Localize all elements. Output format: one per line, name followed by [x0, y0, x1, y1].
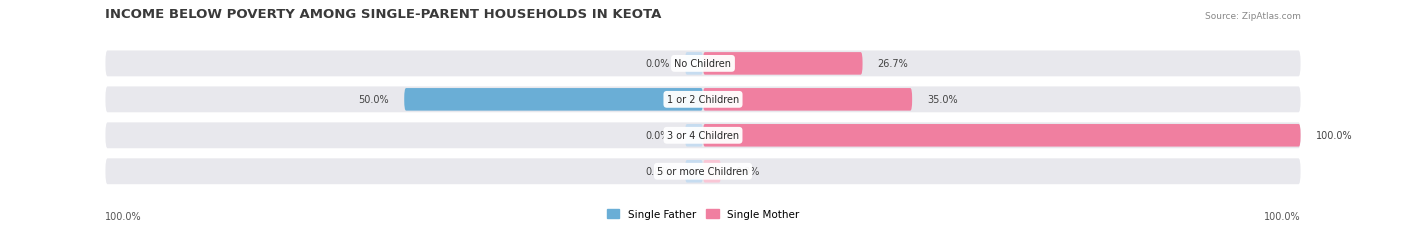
FancyBboxPatch shape: [703, 53, 862, 75]
Text: 35.0%: 35.0%: [927, 95, 957, 105]
Text: 0.0%: 0.0%: [645, 167, 671, 176]
FancyBboxPatch shape: [703, 160, 721, 183]
FancyBboxPatch shape: [405, 89, 703, 111]
Text: 26.7%: 26.7%: [877, 59, 908, 69]
Text: 0.0%: 0.0%: [735, 167, 761, 176]
Text: 0.0%: 0.0%: [645, 59, 671, 69]
FancyBboxPatch shape: [703, 125, 1301, 147]
Text: 5 or more Children: 5 or more Children: [658, 167, 748, 176]
Legend: Single Father, Single Mother: Single Father, Single Mother: [603, 205, 803, 224]
FancyBboxPatch shape: [105, 123, 1301, 149]
FancyBboxPatch shape: [685, 125, 703, 147]
Text: 100.0%: 100.0%: [1264, 212, 1301, 222]
FancyBboxPatch shape: [685, 53, 703, 75]
Text: 100.0%: 100.0%: [1316, 131, 1353, 141]
FancyBboxPatch shape: [703, 89, 912, 111]
FancyBboxPatch shape: [105, 87, 1301, 113]
Text: INCOME BELOW POVERTY AMONG SINGLE-PARENT HOUSEHOLDS IN KEOTA: INCOME BELOW POVERTY AMONG SINGLE-PARENT…: [105, 8, 662, 21]
Text: 50.0%: 50.0%: [359, 95, 389, 105]
Text: 3 or 4 Children: 3 or 4 Children: [666, 131, 740, 141]
Text: No Children: No Children: [675, 59, 731, 69]
FancyBboxPatch shape: [105, 51, 1301, 77]
Text: 0.0%: 0.0%: [645, 131, 671, 141]
Text: Source: ZipAtlas.com: Source: ZipAtlas.com: [1205, 12, 1301, 21]
FancyBboxPatch shape: [105, 159, 1301, 184]
Text: 100.0%: 100.0%: [105, 212, 142, 222]
Text: 1 or 2 Children: 1 or 2 Children: [666, 95, 740, 105]
FancyBboxPatch shape: [685, 160, 703, 183]
